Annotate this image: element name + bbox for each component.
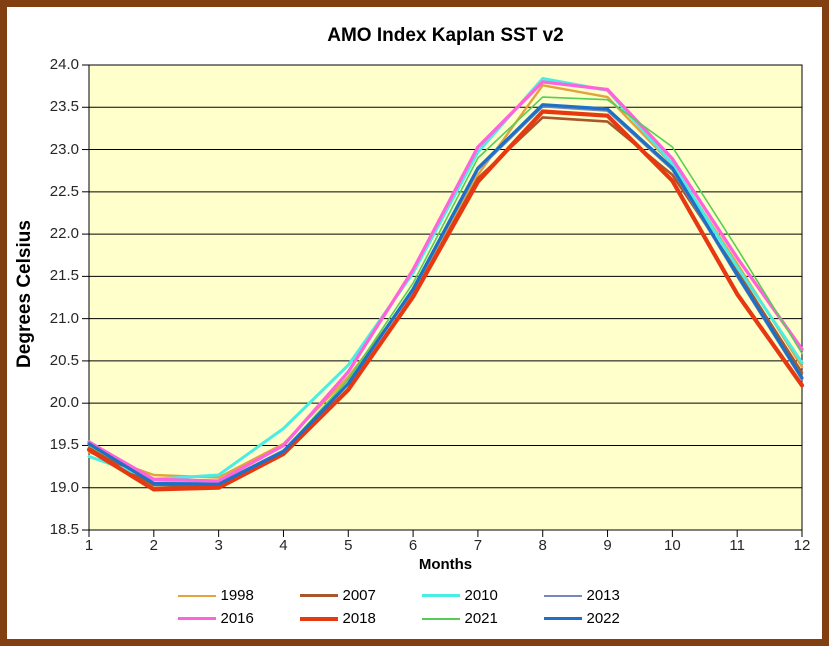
plot-area	[82, 64, 805, 537]
legend-item-2018: 2018	[299, 607, 422, 630]
legend-swatch-2010	[421, 594, 460, 597]
legend-item-2013: 2013	[543, 584, 666, 607]
legend-item-1998: 1998	[177, 584, 300, 607]
legend-label: 2010	[464, 587, 498, 604]
x-tick-label: 8	[538, 537, 547, 554]
x-tick-label: 3	[214, 537, 223, 554]
x-tick-label: 1	[84, 537, 94, 554]
y-tick-label: 19.5	[49, 436, 79, 454]
legend-label: 1998	[220, 587, 254, 604]
y-tick-label: 22.0	[49, 225, 79, 243]
legend-swatch-2016	[177, 617, 216, 620]
legend-item-2010: 2010	[421, 584, 544, 607]
x-tick-label: 4	[279, 537, 288, 554]
legend-item-2007: 2007	[299, 584, 422, 607]
x-tick-label: 6	[408, 537, 418, 554]
legend-label: 2016	[220, 610, 254, 627]
legend-item-2016: 2016	[177, 607, 300, 630]
legend-item-2022: 2022	[543, 607, 666, 630]
legend-swatch-2021	[421, 617, 460, 620]
x-tick-label: 2	[149, 537, 158, 554]
x-tick-label: 10	[664, 537, 681, 554]
legend-swatch-1998	[177, 594, 216, 597]
legend-label: 2007	[342, 587, 376, 604]
legend-swatch-2007	[299, 594, 338, 597]
y-tick-label: 19.0	[49, 478, 79, 496]
y-tick-label: 22.5	[49, 182, 79, 200]
y-tick-label: 21.0	[49, 309, 79, 327]
legend-swatch-2022	[543, 617, 582, 620]
series-line-2022	[87, 103, 804, 486]
x-axis-title: Months	[418, 556, 473, 573]
legend-label: 2021	[464, 610, 498, 627]
legend-label: 2018	[342, 610, 376, 627]
y-tick-label: 21.5	[49, 267, 79, 285]
x-tick-label: 7	[473, 537, 483, 554]
legend-swatch-2018	[299, 616, 338, 621]
y-tick-label: 20.5	[49, 351, 79, 369]
series-line-2010	[87, 77, 804, 481]
legend-swatch-2013	[543, 594, 582, 597]
x-tick-label: 5	[344, 537, 353, 554]
plot-background	[88, 64, 803, 531]
y-tick-label: 18.5	[49, 521, 79, 538]
x-tick-label: 9	[603, 537, 612, 554]
series-line-2018	[86, 109, 805, 492]
y-tick-label: 20.0	[49, 394, 79, 412]
x-tick-label: 12	[793, 537, 811, 554]
legend-label: 2022	[586, 610, 620, 627]
y-tick-label: 24.0	[49, 56, 79, 73]
legend: 1998 2007 2010 2013 2016 2018 2021 2022	[7, 584, 822, 630]
y-tick-label: 23.0	[49, 140, 79, 158]
chart-title: AMO Index Kaplan SST v2	[327, 25, 564, 46]
legend-label: 2013	[586, 587, 620, 604]
y-tick-label: 23.5	[49, 98, 79, 116]
x-tick-label: 11	[729, 537, 745, 554]
series-line-2016	[87, 80, 804, 483]
legend-item-2021: 2021	[421, 607, 544, 630]
